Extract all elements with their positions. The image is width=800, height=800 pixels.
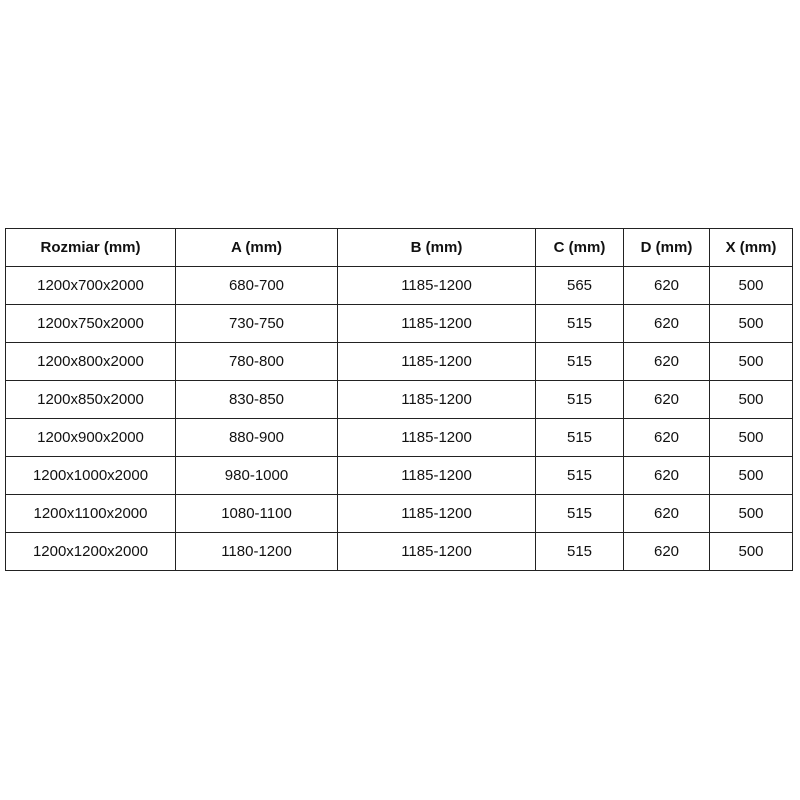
table-cell: 515 xyxy=(535,342,624,381)
table-cell: 1200x1200x2000 xyxy=(5,532,176,571)
table-cell: 830-850 xyxy=(175,380,338,419)
table-cell: 500 xyxy=(709,342,793,381)
table-row: 1200x850x2000 830-850 1185-1200 515 620 500 xyxy=(5,380,793,419)
table-cell: 620 xyxy=(623,342,710,381)
table-cell: 1200x1000x2000 xyxy=(5,456,176,495)
table-cell: 500 xyxy=(709,494,793,533)
table-row: 1200x1200x2000 1180-1200 1185-1200 515 620 50… xyxy=(5,532,793,571)
table-cell: 1185-1200 xyxy=(337,304,536,343)
table-cell: 500 xyxy=(709,456,793,495)
table-cell: 1200x850x2000 xyxy=(5,380,176,419)
table-cell: 1185-1200 xyxy=(337,266,536,305)
table-cell: 515 xyxy=(535,418,624,457)
table-cell: 620 xyxy=(623,456,710,495)
table-cell: 515 xyxy=(535,456,624,495)
table-cell: 515 xyxy=(535,304,624,343)
table-cell: 620 xyxy=(623,418,710,457)
table-cell: 500 xyxy=(709,266,793,305)
table-cell: 880-900 xyxy=(175,418,338,457)
table-cell: 1185-1200 xyxy=(337,456,536,495)
table-cell: 620 xyxy=(623,304,710,343)
column-header: C (mm) xyxy=(535,228,624,267)
column-header: D (mm) xyxy=(623,228,710,267)
table-cell: 1200x750x2000 xyxy=(5,304,176,343)
table-cell: 1185-1200 xyxy=(337,494,536,533)
table-cell: 500 xyxy=(709,304,793,343)
table-cell: 620 xyxy=(623,380,710,419)
table-cell: 980-1000 xyxy=(175,456,338,495)
table-cell: 1080-1100 xyxy=(175,494,338,533)
column-header: A (mm) xyxy=(175,228,338,267)
table-cell: 1185-1200 xyxy=(337,342,536,381)
table-cell: 1200x1100x2000 xyxy=(5,494,176,533)
table-cell: 500 xyxy=(709,380,793,419)
table-cell: 515 xyxy=(535,532,624,571)
header-row: Rozmiar (mm) A (mm) B (mm) C (mm) D (mm) X (m… xyxy=(5,228,793,267)
table-cell: 565 xyxy=(535,266,624,305)
table-row: 1200x1100x2000 1080-1100 1185-1200 515 620 50… xyxy=(5,494,793,533)
table-cell: 780-800 xyxy=(175,342,338,381)
table-row: 1200x700x2000 680-700 1185-1200 565 620 500 xyxy=(5,266,793,305)
column-header: Rozmiar (mm) xyxy=(5,228,176,267)
table-cell: 500 xyxy=(709,418,793,457)
table-row: 1200x800x2000 780-800 1185-1200 515 620 500 xyxy=(5,342,793,381)
table-cell: 1185-1200 xyxy=(337,380,536,419)
table-cell: 620 xyxy=(623,494,710,533)
table-cell: 1180-1200 xyxy=(175,532,338,571)
table-cell: 500 xyxy=(709,532,793,571)
table-cell: 1200x800x2000 xyxy=(5,342,176,381)
dimensions-table: Rozmiar (mm) A (mm) B (mm) C (mm) D (mm) X (m… xyxy=(5,228,793,571)
table-cell: 1200x900x2000 xyxy=(5,418,176,457)
table-row: 1200x750x2000 730-750 1185-1200 515 620 500 xyxy=(5,304,793,343)
table-row: 1200x1000x2000 980-1000 1185-1200 515 620 500 xyxy=(5,456,793,495)
table-cell: 730-750 xyxy=(175,304,338,343)
table-cell: 1185-1200 xyxy=(337,418,536,457)
table-cell: 1200x700x2000 xyxy=(5,266,176,305)
table-cell: 620 xyxy=(623,266,710,305)
table-cell: 1185-1200 xyxy=(337,532,536,571)
table-cell: 620 xyxy=(623,532,710,571)
table-row: 1200x900x2000 880-900 1185-1200 515 620 500 xyxy=(5,418,793,457)
column-header: B (mm) xyxy=(337,228,536,267)
column-header: X (mm) xyxy=(709,228,793,267)
table-cell: 515 xyxy=(535,380,624,419)
table-cell: 680-700 xyxy=(175,266,338,305)
table-cell: 515 xyxy=(535,494,624,533)
